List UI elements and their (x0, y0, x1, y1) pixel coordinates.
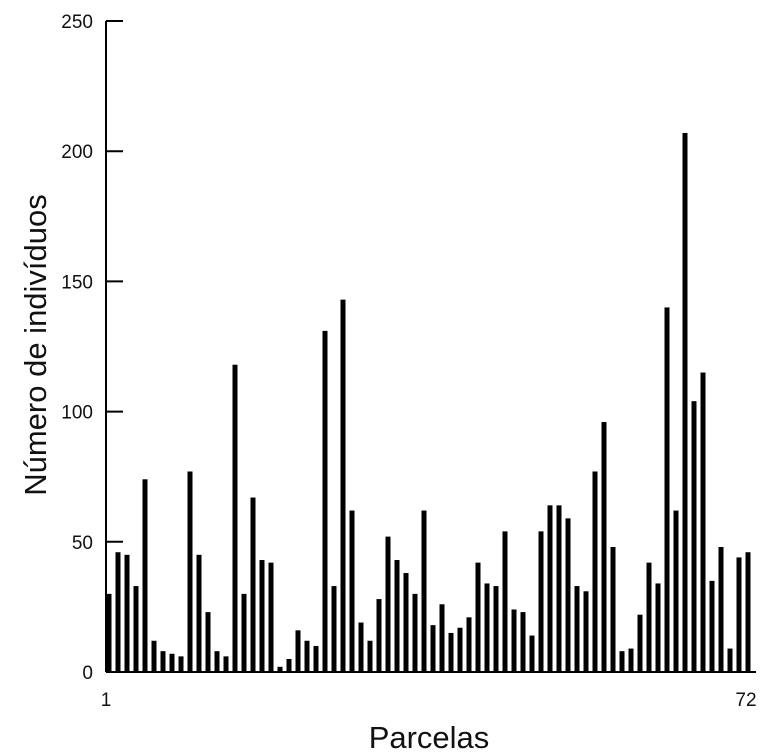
x-tick-label: 1 (101, 690, 112, 711)
bar (682, 132, 688, 673)
bar (538, 531, 544, 672)
bar (178, 656, 184, 672)
bar (268, 562, 274, 672)
bars (106, 132, 751, 673)
bar (223, 656, 229, 672)
bar (727, 648, 733, 672)
x-axis-ticks: 1 72 (101, 690, 757, 711)
bar (457, 627, 463, 672)
bar (502, 531, 508, 672)
bar (646, 562, 652, 672)
bar (115, 552, 121, 672)
bar (349, 510, 355, 672)
bar (700, 372, 706, 672)
bar (394, 560, 400, 672)
bar (736, 557, 742, 672)
bar (169, 653, 175, 672)
bar (196, 554, 202, 672)
bar (214, 651, 220, 672)
bar (124, 554, 130, 672)
bar (745, 552, 751, 672)
bar (718, 547, 724, 672)
bar (385, 536, 391, 672)
x-tick-label: 72 (735, 690, 756, 711)
bar (664, 307, 670, 672)
y-tick-label: 200 (61, 142, 93, 163)
bar (187, 471, 193, 672)
bar (133, 586, 139, 672)
bar (403, 573, 409, 672)
bar (475, 562, 481, 672)
bar (583, 591, 589, 672)
bar (358, 622, 364, 672)
bar (484, 583, 490, 672)
bar (331, 586, 337, 672)
bar (493, 586, 499, 672)
bar (367, 640, 373, 672)
bar (142, 479, 148, 672)
bar (205, 612, 211, 672)
bar (313, 645, 319, 672)
bar (619, 651, 625, 672)
bar (520, 612, 526, 672)
y-tick-label: 150 (61, 272, 93, 293)
y-tick-label: 50 (72, 533, 93, 554)
bar (547, 505, 553, 672)
bar (601, 422, 607, 672)
bar (376, 599, 382, 672)
bar (106, 593, 112, 672)
bar (259, 560, 265, 672)
bar (412, 593, 418, 672)
bar (466, 617, 472, 672)
y-tick-label: 100 (61, 403, 93, 424)
bar (511, 609, 517, 672)
bar (439, 604, 445, 672)
bar (673, 510, 679, 672)
bar (592, 471, 598, 672)
bar (232, 364, 238, 672)
bar (610, 547, 616, 672)
y-axis-ticks: 0 50 100 150 200 250 (61, 12, 123, 684)
bar (277, 666, 283, 672)
bar (709, 580, 715, 672)
bar (160, 651, 166, 672)
bar (322, 330, 328, 672)
bar (628, 648, 634, 672)
y-tick-label: 0 (82, 663, 93, 684)
bar (340, 299, 346, 672)
bar (286, 658, 292, 672)
bar (655, 583, 661, 672)
bar (250, 497, 256, 672)
bar (448, 632, 454, 672)
y-axis-title: Número de indivíduos (18, 194, 53, 496)
bar (529, 635, 535, 672)
y-tick-label: 250 (61, 12, 93, 33)
bar (295, 630, 301, 672)
bar (565, 518, 571, 672)
bar (574, 586, 580, 672)
bar (556, 505, 562, 672)
bar (637, 614, 643, 672)
bar (241, 593, 247, 672)
bar (691, 401, 697, 672)
bar (430, 625, 436, 672)
bar (304, 640, 310, 672)
bar (421, 510, 427, 672)
bar (151, 640, 157, 672)
x-axis-title: Parcelas (369, 720, 490, 755)
